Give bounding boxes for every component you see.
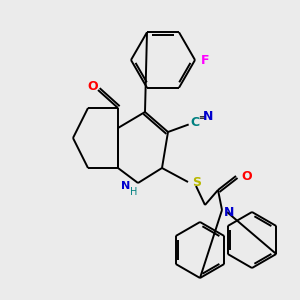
Text: N: N xyxy=(122,181,130,191)
Text: H: H xyxy=(130,187,138,197)
Text: S: S xyxy=(192,176,201,188)
Text: N: N xyxy=(224,206,234,218)
Text: ≡: ≡ xyxy=(198,113,205,122)
Text: C: C xyxy=(191,116,200,129)
Text: N: N xyxy=(203,110,213,123)
Text: F: F xyxy=(201,53,209,67)
Text: O: O xyxy=(88,80,98,92)
Text: O: O xyxy=(241,169,252,182)
